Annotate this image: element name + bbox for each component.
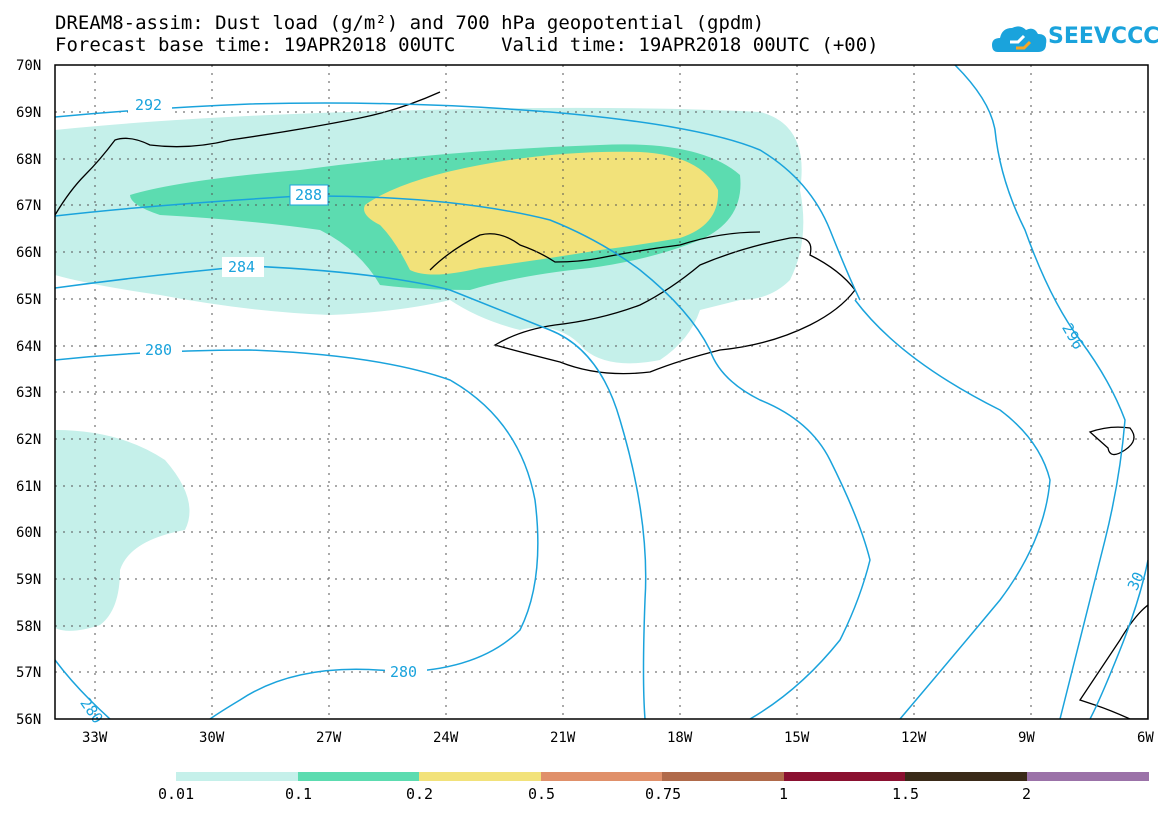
colorbar-swatch bbox=[662, 772, 784, 781]
lat-label: 60N bbox=[16, 525, 41, 541]
lat-label: 63N bbox=[16, 385, 41, 401]
dust-area-0-2 bbox=[364, 151, 719, 275]
colorbar-swatch bbox=[419, 772, 541, 781]
gridlines bbox=[55, 65, 1148, 719]
lat-label: 69N bbox=[16, 105, 41, 121]
colorbar-swatch bbox=[298, 772, 419, 781]
lat-label: 57N bbox=[16, 665, 41, 681]
lat-label: 58N bbox=[16, 619, 41, 635]
contour-label-296: 296 bbox=[1058, 320, 1087, 352]
dust-layer bbox=[55, 107, 804, 631]
lat-label: 64N bbox=[16, 339, 41, 355]
lon-label: 24W bbox=[433, 730, 459, 746]
contour-labels: 292 288 284 280 280 280 296 30 bbox=[76, 95, 1148, 727]
colorbar-swatch bbox=[1027, 772, 1149, 781]
lat-label: 56N bbox=[16, 712, 41, 728]
colorbar-label: 0.1 bbox=[285, 785, 312, 803]
colorbar-swatch bbox=[176, 772, 298, 781]
lat-label: 65N bbox=[16, 292, 41, 308]
cloud-icon bbox=[992, 26, 1047, 52]
contour-280 bbox=[55, 349, 539, 719]
chart-title: DREAM8-assim: Dust load (g/m²) and 700 h… bbox=[55, 12, 765, 34]
contour-label-288: 288 bbox=[295, 186, 322, 204]
seevccc-logo: SEEVCCC bbox=[990, 18, 1165, 58]
colorbar-label: 0.5 bbox=[528, 785, 555, 803]
contour-label-280-west: 280 bbox=[145, 341, 172, 359]
colorbar-label: 0.01 bbox=[158, 785, 194, 803]
contour-east-2 bbox=[1089, 559, 1148, 719]
lat-label: 62N bbox=[16, 432, 41, 448]
colorbar-label: 1.5 bbox=[892, 785, 919, 803]
lat-label: 70N bbox=[16, 58, 41, 74]
colorbar-swatch bbox=[905, 772, 1027, 781]
contour-292 bbox=[55, 102, 861, 301]
colorbar-label: 1 bbox=[779, 785, 788, 803]
lat-label: 66N bbox=[16, 245, 41, 261]
contour-280-sw bbox=[55, 659, 111, 719]
chart-subtitle: Forecast base time: 19APR2018 00UTC Vali… bbox=[55, 34, 879, 56]
contour-label-280-sw: 280 bbox=[76, 694, 106, 727]
logo-text: SEEVCCC bbox=[1048, 24, 1160, 49]
lon-label: 12W bbox=[901, 730, 927, 746]
coastlines bbox=[55, 91, 1148, 719]
contour-label-292: 292 bbox=[135, 96, 162, 114]
contour-label-284: 284 bbox=[228, 258, 255, 276]
greenland-coast bbox=[55, 91, 441, 216]
lat-label: 67N bbox=[16, 198, 41, 214]
lon-label: 9W bbox=[1018, 730, 1035, 746]
contour-288 bbox=[55, 195, 871, 719]
lat-label: 61N bbox=[16, 479, 41, 495]
contour-label-30: 30 bbox=[1124, 569, 1148, 593]
scotland-coast bbox=[1078, 604, 1148, 719]
faroes-coast bbox=[1088, 426, 1135, 456]
lon-label: 18W bbox=[667, 730, 693, 746]
lon-label: 15W bbox=[784, 730, 810, 746]
lat-axis-labels: 70N 69N 68N 67N 66N 65N 64N 63N 62N 61N … bbox=[16, 58, 41, 728]
geopotential-contours bbox=[55, 65, 1148, 719]
colorbar-swatch bbox=[541, 772, 662, 781]
contour-296 bbox=[954, 65, 1126, 719]
lon-label: 6W bbox=[1137, 730, 1154, 746]
lat-label: 59N bbox=[16, 572, 41, 588]
contour-label-280-south: 280 bbox=[390, 663, 417, 681]
colorbar-swatch bbox=[784, 772, 905, 781]
lon-label: 33W bbox=[82, 730, 108, 746]
colorbar-label: 2 bbox=[1022, 785, 1031, 803]
contour-east-1 bbox=[854, 299, 1051, 719]
lon-label: 30W bbox=[199, 730, 225, 746]
dust-area-0-01-south bbox=[55, 430, 190, 631]
lon-label: 21W bbox=[550, 730, 576, 746]
lat-label: 68N bbox=[16, 152, 41, 168]
colorbar-label: 0.75 bbox=[645, 785, 681, 803]
lon-label: 27W bbox=[316, 730, 342, 746]
iceland-coast bbox=[493, 236, 856, 375]
lon-axis-labels: 33W 30W 27W 24W 21W 18W 15W 12W 9W 6W bbox=[82, 730, 1154, 746]
iceland-northwest bbox=[429, 231, 761, 271]
map-frame bbox=[54, 64, 1149, 720]
colorbar: 0.01 0.1 0.2 0.5 0.75 1 1.5 2 bbox=[158, 772, 1149, 803]
colorbar-label: 0.2 bbox=[406, 785, 433, 803]
